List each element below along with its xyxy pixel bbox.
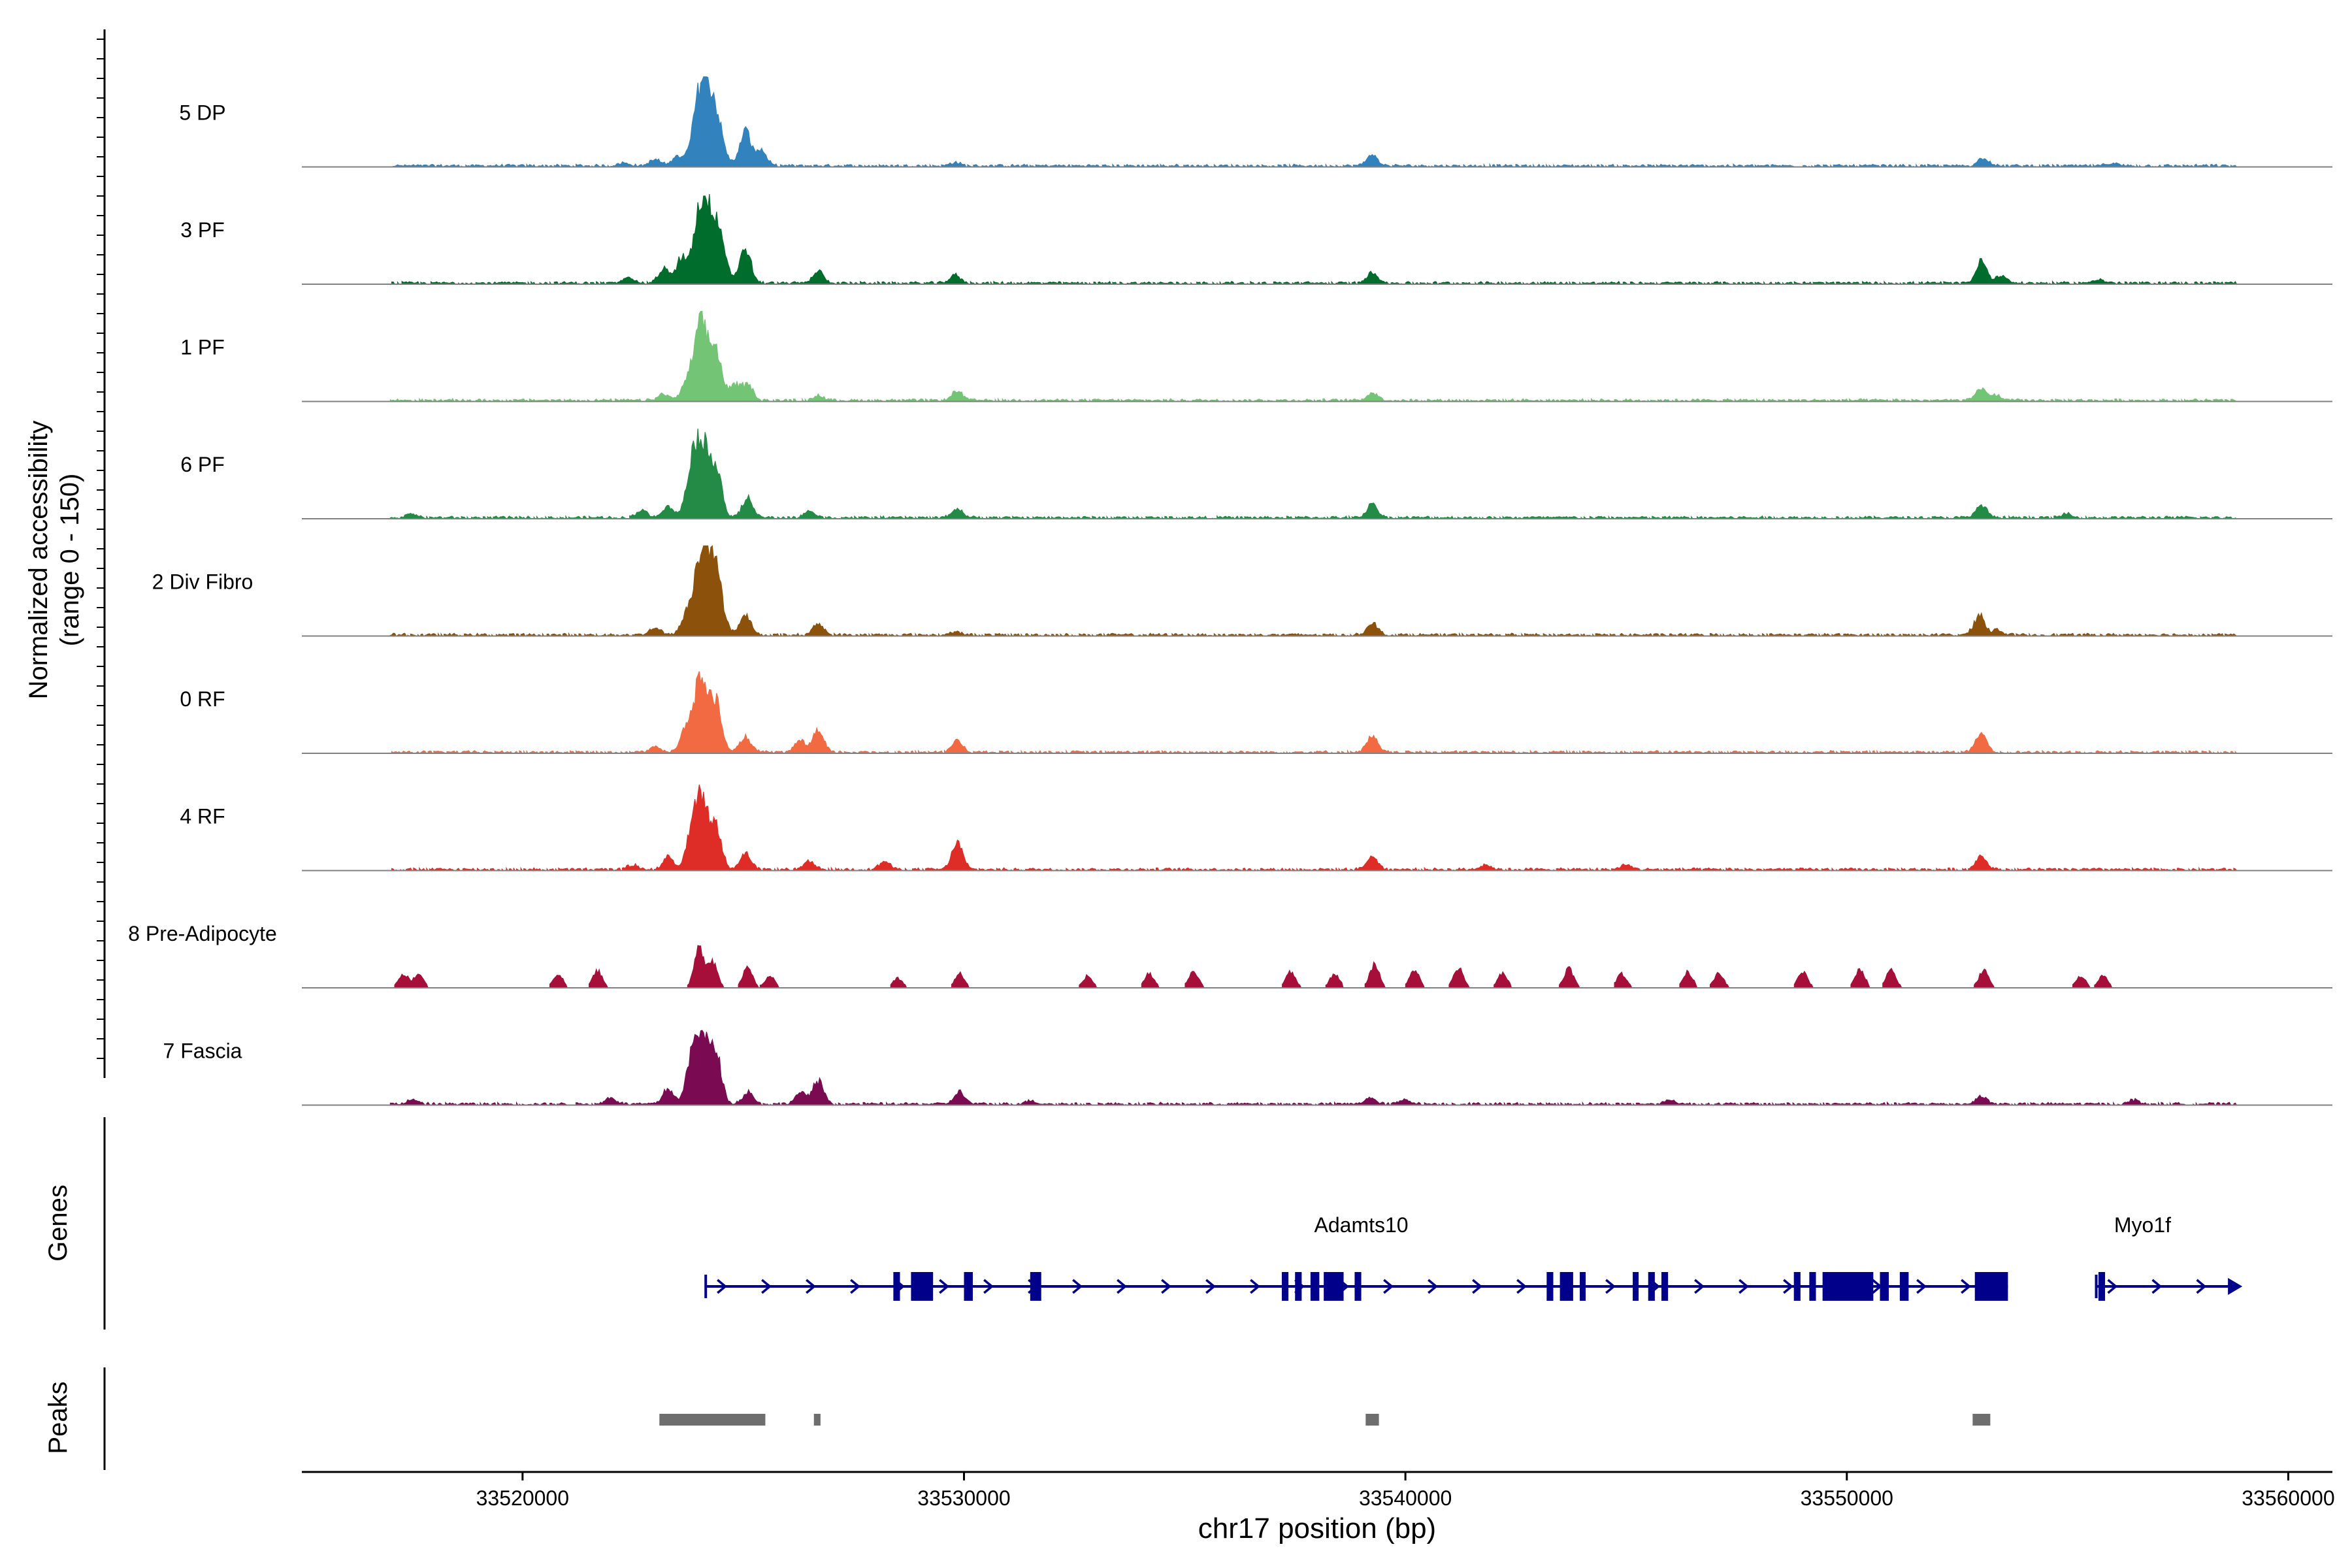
x-axis-tick-label: 33540000 — [1359, 1486, 1452, 1510]
x-axis-tick-label: 33520000 — [476, 1486, 569, 1510]
gene-exon — [1324, 1272, 1344, 1301]
gene-exon — [1354, 1272, 1362, 1301]
track-label: 3 PF — [180, 218, 225, 242]
x-axis-tick-label: 33530000 — [917, 1486, 1010, 1510]
strand-arrow — [1694, 1279, 1705, 1294]
x-axis: 33520000 33530000 33540000 33550000 33560000 — [302, 1471, 2335, 1510]
gene-exon — [2098, 1272, 2106, 1301]
strand-arrow — [983, 1279, 994, 1294]
strand-arrow — [806, 1279, 816, 1294]
peaks-panel-title: Peaks — [44, 1381, 73, 1454]
track-label: 0 RF — [180, 687, 225, 711]
gene-exon — [911, 1272, 934, 1301]
strand-arrow — [939, 1279, 949, 1294]
track-signal-area — [391, 193, 2238, 285]
gene-exon — [1880, 1272, 1889, 1301]
strand-arrow — [1605, 1279, 1616, 1294]
strand-arrow — [1250, 1279, 1260, 1294]
gene-end-arrow — [2228, 1278, 2243, 1295]
strand-arrow — [2196, 1279, 2207, 1294]
gene-exon — [1580, 1272, 1586, 1301]
genes-panel: Genes Adamts10 Myo1f — [44, 1117, 2243, 1330]
gene-model: Myo1f — [2095, 1213, 2243, 1301]
gene-exon — [1633, 1272, 1639, 1301]
gene-model: Adamts10 — [704, 1213, 2008, 1301]
gene-name-label: Adamts10 — [1315, 1213, 1409, 1237]
gene-exon — [893, 1272, 900, 1301]
gene-exon — [1310, 1272, 1320, 1301]
strand-arrow — [1739, 1279, 1749, 1294]
gene-exon — [1295, 1272, 1302, 1301]
strand-arrow — [850, 1279, 860, 1294]
track: 6 PF — [180, 428, 2332, 519]
gene-exon — [1809, 1272, 1816, 1301]
track-signal-area — [393, 76, 2238, 168]
x-axis-tick-label: 33560000 — [2242, 1486, 2334, 1510]
track-signal-area — [391, 671, 2238, 754]
gene-name-label: Myo1f — [2114, 1213, 2171, 1237]
track: 0 RF — [180, 671, 2332, 754]
track: 5 DP — [179, 76, 2332, 168]
track-signal-area — [389, 1030, 2238, 1106]
track-signal-area — [391, 784, 2238, 872]
accessibility-y-axis — [97, 29, 106, 1078]
strand-arrow — [717, 1279, 727, 1294]
gene-exon — [1560, 1272, 1573, 1301]
track-label: 8 Pre-Adipocyte — [128, 922, 277, 945]
strand-arrow — [1072, 1279, 1083, 1294]
gene-exon — [1822, 1272, 1874, 1301]
gene-exon — [1546, 1272, 1554, 1301]
strand-arrow — [1383, 1279, 1394, 1294]
strand-arrow — [1472, 1279, 1482, 1294]
x-axis-tick-label: 33550000 — [1801, 1486, 1893, 1510]
track: 4 RF — [180, 784, 2332, 872]
track-label: 7 Fascia — [163, 1039, 242, 1063]
strand-arrow — [1916, 1279, 1927, 1294]
strand-arrow — [1161, 1279, 1171, 1294]
strand-arrow — [2151, 1279, 2163, 1294]
y-axis-label-line2: (range 0 - 150) — [56, 474, 84, 647]
gene-exon — [1648, 1272, 1655, 1301]
peak-region — [1365, 1414, 1379, 1426]
gene-exon — [964, 1272, 973, 1301]
gene-exon — [1281, 1272, 1289, 1301]
genes-panel-title: Genes — [44, 1184, 73, 1262]
track: 2 Div Fibro — [152, 545, 2332, 637]
track-label: 5 DP — [179, 101, 225, 125]
strand-arrow — [1205, 1279, 1216, 1294]
track: 1 PF — [180, 310, 2332, 402]
x-axis-label: chr17 position (bp) — [1198, 1512, 1436, 1544]
peak-region — [1972, 1414, 1991, 1426]
gene-exon — [1793, 1272, 1801, 1301]
strand-arrow — [1783, 1279, 1793, 1294]
strand-arrow — [1428, 1279, 1438, 1294]
gene-exon — [1030, 1272, 1041, 1301]
track-label: 6 PF — [180, 453, 225, 476]
track-signal-area — [389, 310, 2237, 402]
accessibility-tracks: 5 DP 3 PF 1 PF 6 PF 2 Div Fibro 0 RF 4 RF 8 Pre… — [128, 76, 2332, 1106]
track-signal-area — [394, 945, 2113, 988]
y-axis-label-line1: Normalized accessibility — [24, 421, 53, 700]
strand-arrow — [1961, 1279, 1971, 1294]
track-label: 2 Div Fibro — [152, 570, 253, 594]
track: 8 Pre-Adipocyte — [128, 922, 2332, 988]
track-signal-area — [389, 428, 2238, 519]
peak-region — [813, 1414, 821, 1426]
track-signal-area — [389, 545, 2238, 637]
strand-arrow — [1516, 1279, 1527, 1294]
track-label: 1 PF — [180, 336, 225, 359]
gene-exon — [1974, 1272, 2008, 1301]
gene-exon — [1661, 1272, 1669, 1301]
strand-arrow — [761, 1279, 772, 1294]
peak-region — [659, 1414, 766, 1426]
strand-arrow — [2107, 1279, 2118, 1294]
strand-arrow — [1117, 1279, 1127, 1294]
gene-exon — [1899, 1272, 1909, 1301]
track: 7 Fascia — [163, 1030, 2332, 1106]
track: 3 PF — [180, 193, 2332, 285]
peaks-panel: Peaks — [44, 1367, 1991, 1470]
track-label: 4 RF — [180, 805, 225, 828]
